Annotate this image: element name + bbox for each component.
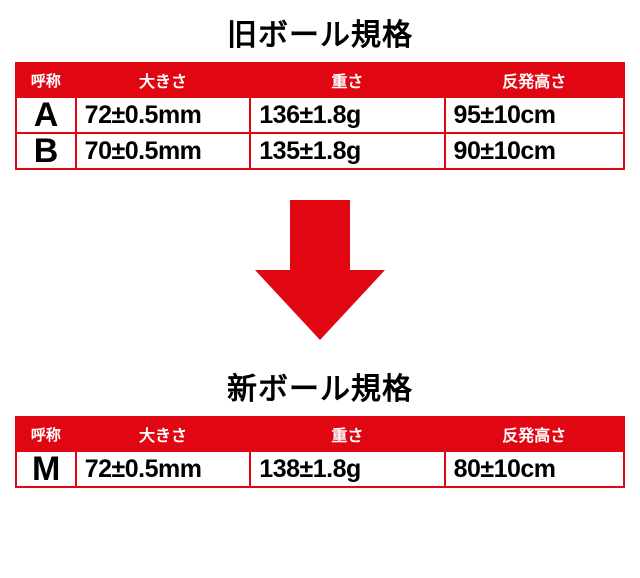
- new-spec-table: 呼称 大きさ 重さ 反発高さ M 72±0.5mm 138±1.8g 80±10…: [15, 416, 625, 488]
- table-row: A 72±0.5mm 136±1.8g 95±10cm: [16, 97, 624, 133]
- arrow-wrap: [255, 200, 385, 340]
- col-header-name: 呼称: [16, 63, 76, 97]
- cell-size: 72±0.5mm: [76, 97, 251, 133]
- cell-weight: 138±1.8g: [250, 451, 444, 487]
- col-header-name: 呼称: [16, 417, 76, 451]
- cell-bounce: 95±10cm: [445, 97, 624, 133]
- cell-name: B: [16, 133, 76, 169]
- cell-bounce: 80±10cm: [445, 451, 624, 487]
- old-spec-title: 旧ボール規格: [227, 10, 413, 54]
- table-header-row: 呼称 大きさ 重さ 反発高さ: [16, 63, 624, 97]
- cell-weight: 135±1.8g: [250, 133, 444, 169]
- col-header-weight: 重さ: [250, 63, 444, 97]
- table-row: M 72±0.5mm 138±1.8g 80±10cm: [16, 451, 624, 487]
- col-header-bounce: 反発高さ: [445, 417, 624, 451]
- new-spec-title: 新ボール規格: [227, 364, 413, 408]
- cell-bounce: 90±10cm: [445, 133, 624, 169]
- col-header-size: 大きさ: [76, 63, 251, 97]
- cell-size: 70±0.5mm: [76, 133, 251, 169]
- arrow-shape: [255, 200, 385, 340]
- cell-name: M: [16, 451, 76, 487]
- cell-name: A: [16, 97, 76, 133]
- old-spec-table: 呼称 大きさ 重さ 反発高さ A 72±0.5mm 136±1.8g 95±10…: [15, 62, 625, 170]
- col-header-bounce: 反発高さ: [445, 63, 624, 97]
- cell-size: 72±0.5mm: [76, 451, 251, 487]
- table-row: B 70±0.5mm 135±1.8g 90±10cm: [16, 133, 624, 169]
- table-header-row: 呼称 大きさ 重さ 反発高さ: [16, 417, 624, 451]
- cell-weight: 136±1.8g: [250, 97, 444, 133]
- down-arrow-icon: [255, 200, 385, 340]
- col-header-size: 大きさ: [76, 417, 251, 451]
- col-header-weight: 重さ: [250, 417, 444, 451]
